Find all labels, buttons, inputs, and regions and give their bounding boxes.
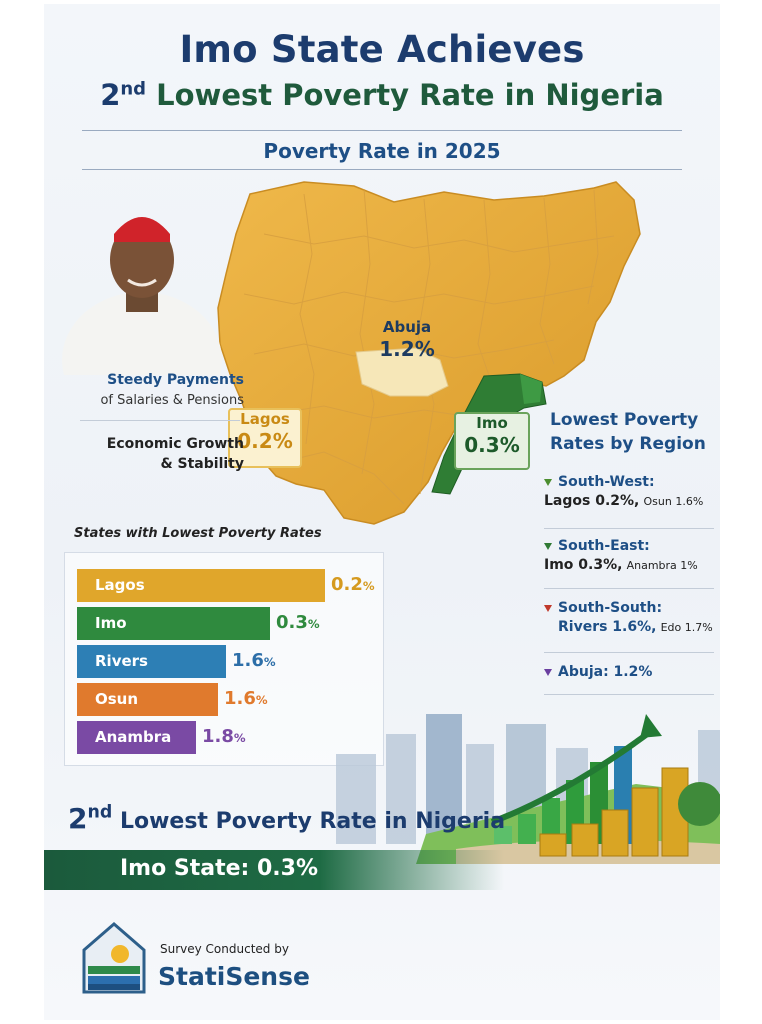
bar-label: Anambra bbox=[95, 728, 172, 746]
lagos-value: 0.2% bbox=[237, 429, 293, 453]
region-divider-4 bbox=[544, 694, 714, 695]
lagos-name: Lagos bbox=[240, 410, 290, 428]
bar-label: Imo bbox=[95, 614, 127, 632]
region-detail-main: Rivers 1.6%, bbox=[558, 619, 657, 635]
region-name: Abuja: 1.2% bbox=[558, 664, 653, 680]
feature-salaries: Steedy Payments of Salaries & Pensions bbox=[44, 370, 244, 411]
governor-portrait bbox=[62, 217, 222, 375]
imo-highlight bbox=[520, 374, 542, 404]
bar-label: Rivers bbox=[95, 652, 148, 670]
bar-value-label: 1.6% bbox=[232, 650, 276, 671]
divider-top bbox=[82, 130, 682, 131]
region-detail-sub: Osun 1.6% bbox=[643, 495, 704, 508]
highlight-title: 2nd Lowest Poverty Rate in Nigeria bbox=[68, 802, 505, 835]
region-item-abuja: Abuja: 1.2% bbox=[544, 664, 720, 680]
statisense-logo-icon bbox=[82, 922, 146, 994]
bar-value-label: 0.3% bbox=[276, 612, 320, 633]
region-detail-main: Lagos 0.2%, bbox=[544, 493, 640, 509]
imo-name: Imo bbox=[476, 414, 508, 432]
abuja-region bbox=[355, 347, 449, 397]
bullet-icon bbox=[544, 604, 552, 612]
bar-value-label: 1.8% bbox=[202, 726, 246, 747]
bullet-icon bbox=[544, 478, 552, 486]
title-ordinal: 2nd bbox=[100, 78, 147, 112]
highlight-text: Lowest Poverty Rate in Nigeria bbox=[119, 809, 506, 834]
growth-illustration bbox=[336, 714, 720, 864]
divider-sub bbox=[82, 169, 682, 170]
abuja-callout: Abuja 1.2% bbox=[362, 318, 452, 370]
bar-value-label: 0.2% bbox=[331, 574, 375, 595]
abuja-value: 1.2% bbox=[379, 337, 435, 361]
subtitle: Poverty Rate in 2025 bbox=[263, 139, 501, 163]
title-line-2-text: Lowest Poverty Rate in Nigeria bbox=[156, 78, 664, 112]
title-line-1: Imo State Achieves bbox=[179, 28, 585, 71]
region-name: South-East: bbox=[558, 538, 650, 554]
tree bbox=[678, 782, 720, 826]
region-detail-main: Imo 0.3%, bbox=[544, 557, 623, 573]
brand-name: StatiSense bbox=[158, 962, 310, 991]
abuja-name: Abuja bbox=[382, 318, 432, 336]
feature-growth: Economic Growth & Stability bbox=[44, 434, 244, 474]
feature-divider bbox=[80, 420, 240, 421]
bar-chart: Lagos 0.2% Imo 0.3% Rivers 1.6% Osun 1.6% Anambr… bbox=[64, 552, 384, 766]
bar-osun: Osun bbox=[77, 683, 218, 716]
arrow-head-icon bbox=[640, 714, 662, 738]
bullet-icon bbox=[544, 668, 552, 676]
growth-bars bbox=[494, 746, 632, 844]
bar-lagos: Lagos bbox=[77, 569, 325, 602]
feature-salaries-line1: Steedy Payments bbox=[107, 372, 244, 388]
lagos-callout: Lagos 0.2% bbox=[228, 408, 302, 468]
region-detail-sub: Edo 1.7% bbox=[660, 621, 713, 634]
bar-label: Lagos bbox=[95, 576, 145, 594]
imo-value: 0.3% bbox=[464, 433, 520, 457]
feature-salaries-line2: of Salaries & Pensions bbox=[100, 393, 244, 408]
feature-growth-line1: Economic Growth bbox=[106, 436, 244, 452]
imo-callout: Imo 0.3% bbox=[454, 412, 530, 470]
region-divider-3 bbox=[544, 652, 714, 653]
highlight-band-text: Imo State: 0.3% bbox=[120, 856, 318, 881]
region-item-south-south: South-South: Rivers 1.6%, Edo 1.7% bbox=[544, 600, 720, 635]
region-name: South-South: bbox=[558, 600, 663, 616]
growth-arrow bbox=[490, 729, 652, 825]
region-divider-1 bbox=[544, 528, 714, 529]
bar-value-label: 1.6% bbox=[224, 688, 268, 709]
region-divider-2 bbox=[544, 588, 714, 589]
highlight-band: Imo State: 0.3% bbox=[44, 850, 504, 890]
region-name: South-West: bbox=[558, 474, 655, 490]
region-heading: Lowest Poverty Rates by Region bbox=[550, 410, 706, 454]
portrait-robe bbox=[62, 292, 222, 375]
feature-growth-line2: & Stability bbox=[160, 456, 244, 472]
chart-title: States with Lowest Poverty Rates bbox=[74, 526, 322, 541]
infographic-poster: Imo State Achieves 2nd Lowest Poverty Ra… bbox=[44, 4, 720, 1020]
bar-label: Osun bbox=[95, 690, 139, 708]
survey-text: Survey Conducted by bbox=[160, 942, 289, 956]
highlight-ordinal: 2nd bbox=[68, 802, 113, 835]
state-borders bbox=[243, 188, 615, 505]
region-item-south-west: South-West: Lagos 0.2%, Osun 1.6% bbox=[544, 474, 720, 509]
title-line-2: 2nd Lowest Poverty Rate in Nigeria bbox=[44, 78, 720, 112]
region-item-south-east: South-East: Imo 0.3%, Anambra 1% bbox=[544, 538, 720, 573]
region-detail-sub: Anambra 1% bbox=[626, 559, 698, 572]
bullet-icon bbox=[544, 542, 552, 550]
bar-anambra: Anambra bbox=[77, 721, 196, 754]
portrait-cap bbox=[114, 217, 170, 242]
bar-rivers: Rivers bbox=[77, 645, 226, 678]
bar-imo: Imo bbox=[77, 607, 270, 640]
